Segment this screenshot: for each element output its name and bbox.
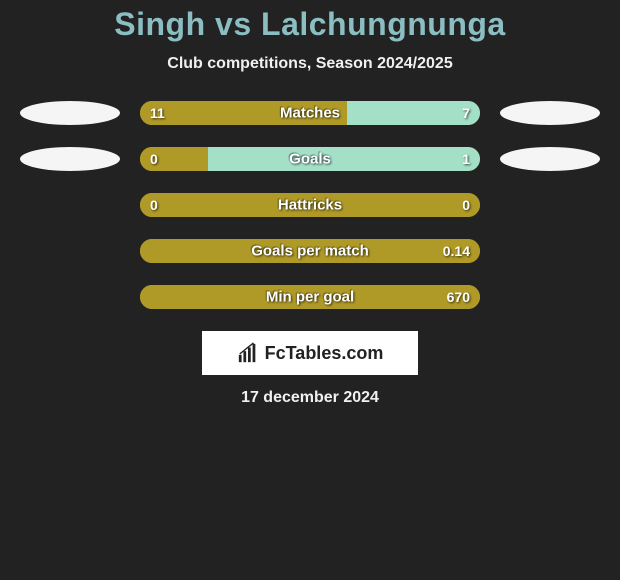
stat-bar: Goals 0 1 (140, 147, 480, 171)
page-title: Singh vs Lalchungnunga (0, 6, 620, 43)
bar-right-fill (208, 147, 480, 171)
player-left-marker (20, 101, 120, 125)
chart-row: Matches 11 7 (0, 101, 620, 125)
stat-left-value: 11 (150, 105, 165, 121)
stat-left-value: 0 (150, 151, 158, 167)
stat-right-value: 7 (462, 105, 470, 121)
chart-icon (237, 342, 259, 364)
chart-row: Hattricks 0 0 (0, 193, 620, 217)
chart-row: Min per goal 670 (0, 285, 620, 309)
stat-right-value: 670 (447, 289, 470, 305)
stat-label: Goals per match (251, 243, 369, 260)
chart-rows-container: Matches 11 7 Goals 0 1 Hattricks 0 0 Goals per ma… (0, 101, 620, 309)
stat-bar: Min per goal 670 (140, 285, 480, 309)
stat-right-value: 1 (462, 151, 470, 167)
chart-row: Goals 0 1 (0, 147, 620, 171)
stat-label: Hattricks (278, 197, 342, 214)
date-text: 17 december 2024 (0, 389, 620, 407)
stat-label: Goals (289, 151, 331, 168)
player-left-marker (20, 147, 120, 171)
player-right-marker (500, 101, 600, 125)
stat-bar: Matches 11 7 (140, 101, 480, 125)
stat-bar: Hattricks 0 0 (140, 193, 480, 217)
stat-right-value: 0.14 (443, 243, 470, 259)
stat-left-value: 0 (150, 197, 158, 213)
logo-box: FcTables.com (202, 331, 418, 375)
comparison-chart: Singh vs Lalchungnunga Club competitions… (0, 0, 620, 407)
chart-row: Goals per match 0.14 (0, 239, 620, 263)
player-right-marker (500, 147, 600, 171)
stat-label: Min per goal (266, 289, 354, 306)
subtitle: Club competitions, Season 2024/2025 (0, 55, 620, 73)
bar-right-fill (347, 101, 480, 125)
stat-bar: Goals per match 0.14 (140, 239, 480, 263)
stat-right-value: 0 (462, 197, 470, 213)
stat-label: Matches (280, 105, 340, 122)
logo-text: FcTables.com (265, 343, 384, 364)
